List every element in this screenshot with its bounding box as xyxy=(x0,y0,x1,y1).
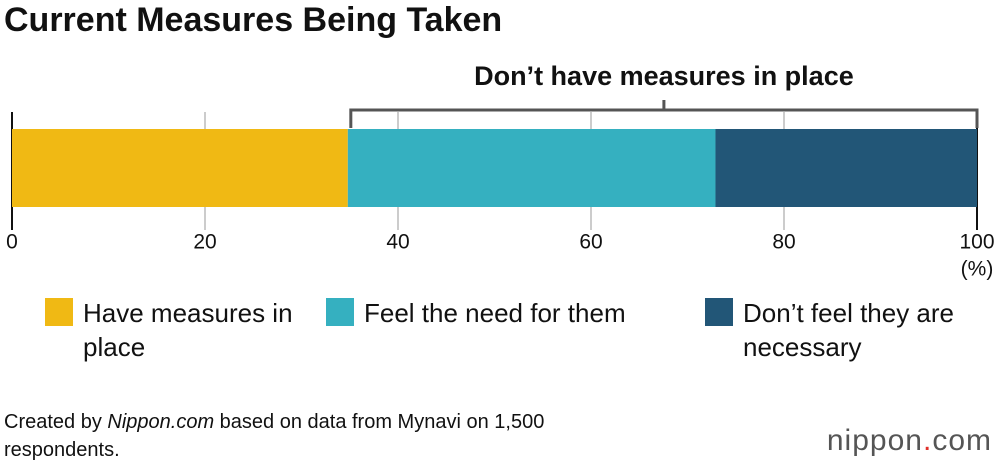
legend-swatch xyxy=(45,298,73,326)
logo-text: com xyxy=(932,424,992,457)
logo-text: nippon xyxy=(826,424,923,457)
legend-item: Feel the need for them xyxy=(326,296,694,330)
x-tick-label: 80 xyxy=(772,231,795,254)
bar-segment xyxy=(347,129,716,207)
legend-label: Have measures in place xyxy=(83,298,293,362)
bracket xyxy=(349,100,979,128)
bar-segment xyxy=(12,129,348,207)
logo-text: . xyxy=(922,424,933,457)
legend-swatch xyxy=(705,298,733,326)
x-tick-label: 60 xyxy=(579,231,602,254)
logo: nippon.com xyxy=(827,424,992,458)
source-text: Created by xyxy=(4,411,108,433)
x-tick-label: 0 xyxy=(6,231,18,254)
annotation: Don’t have measures in place xyxy=(474,61,854,91)
chart: Current Measures Being Taken Don’t have … xyxy=(4,1,995,281)
x-tick-label: 20 xyxy=(193,231,216,254)
bar-segment xyxy=(715,129,977,207)
x-tick-label: 100 xyxy=(959,231,994,254)
source-text: Nippon.com xyxy=(107,411,215,433)
legend-item: Have measures in place xyxy=(45,296,303,364)
legend-item: Don’t feel they are necessary xyxy=(705,296,958,364)
x-unit: (%) xyxy=(961,258,994,281)
legend-swatch xyxy=(326,298,354,326)
x-tick-label: 40 xyxy=(386,231,409,254)
source-text: based on data from Mynavi on 1,500 respo… xyxy=(4,411,545,461)
chart-title: Current Measures Being Taken xyxy=(4,1,502,39)
legend-label: Feel the need for them xyxy=(364,298,626,328)
legend-label: Don’t feel they are necessary xyxy=(743,298,955,362)
source-note: Created by Nippon.com based on data from… xyxy=(4,408,624,464)
